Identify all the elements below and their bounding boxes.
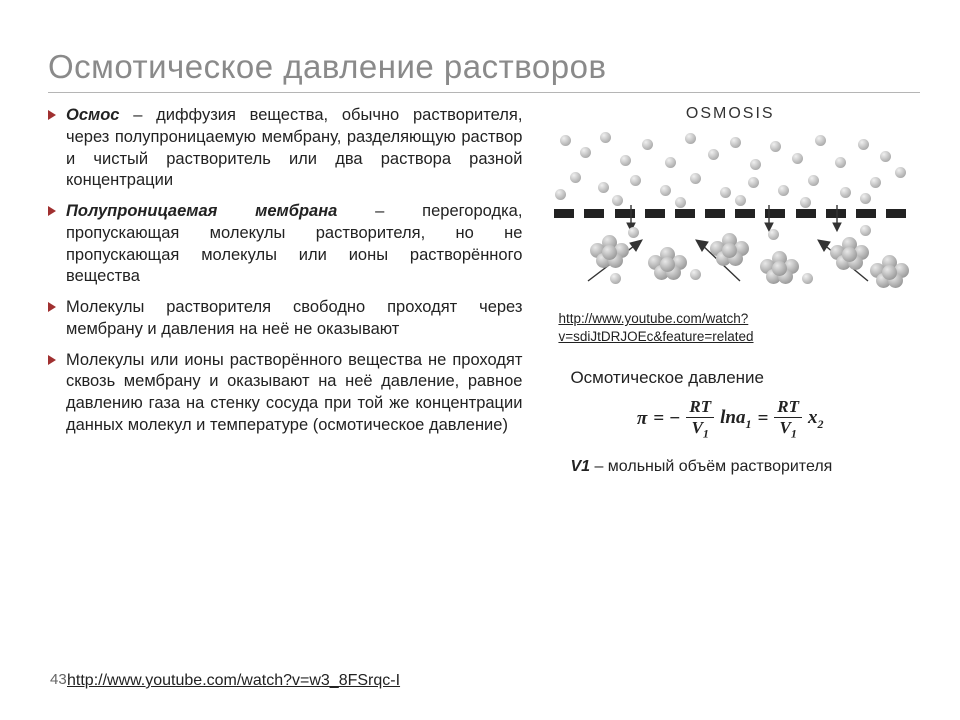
solute-cluster — [830, 237, 874, 275]
solvent-ball — [815, 135, 826, 146]
note-v1: V1 — [570, 458, 590, 475]
solvent-ball — [560, 135, 571, 146]
solvent-ball — [580, 147, 591, 158]
solvent-ball — [808, 175, 819, 186]
solvent-ball — [708, 149, 719, 160]
den-1: V1 — [689, 418, 712, 440]
solvent-ball — [880, 151, 891, 162]
solvent-ball — [720, 187, 731, 198]
term-1: Осмос — [66, 106, 119, 124]
membrane-segment — [856, 209, 876, 218]
solvent-ball — [895, 167, 906, 178]
membrane-segment — [796, 209, 816, 218]
solvent-ball — [685, 133, 696, 144]
sym-x: x2 — [808, 407, 824, 432]
solvent-ball — [600, 132, 611, 143]
bullet-1: Осмос – диффузия вещества, обычно раство… — [48, 105, 522, 192]
solvent-ball — [555, 189, 566, 200]
solute-cluster — [870, 255, 914, 293]
solvent-ball — [690, 173, 701, 184]
columns: Осмос – диффузия вещества, обычно раство… — [48, 105, 920, 476]
diagram-bottom — [550, 219, 910, 297]
bullet-3: Молекулы растворителя свободно проходят … — [48, 297, 522, 341]
bullet-2: Полупроницаемая мембрана – перегородка, … — [48, 201, 522, 288]
arrow-down-3 — [830, 205, 844, 233]
formula-note: V1 – мольный объём растворителя — [570, 458, 920, 476]
solvent-ball — [860, 225, 871, 236]
membrane-segment — [675, 209, 695, 218]
membrane-segment — [886, 209, 906, 218]
slide-title: Осмотическое давление растворов — [48, 48, 920, 93]
right-column: OSMOSIS http://www.youtube.com/watch?v=s… — [540, 105, 920, 476]
note-text: – мольный объём растворителя — [590, 458, 832, 475]
term-2: Полупроницаемая мембрана — [66, 202, 337, 220]
membrane-segment — [735, 209, 755, 218]
solvent-ball — [748, 177, 759, 188]
solvent-ball — [870, 177, 881, 188]
solvent-ball — [770, 141, 781, 152]
solvent-ball — [570, 172, 581, 183]
slide: Осмотическое давление растворов Осмос – … — [0, 0, 960, 496]
frac-2: RT V1 — [774, 398, 802, 440]
solvent-ball — [660, 185, 671, 196]
diagram-top — [550, 127, 910, 207]
solvent-ball — [858, 139, 869, 150]
frac-1: RT V1 — [686, 398, 714, 440]
sym-ln: lna1 — [720, 407, 751, 432]
solvent-ball — [598, 182, 609, 193]
sym-eq2: = — [757, 408, 768, 430]
solvent-ball — [665, 157, 676, 168]
solute-cluster — [648, 247, 692, 285]
solvent-ball — [778, 185, 789, 196]
text-4: Молекулы или ионы растворённого вещества… — [66, 351, 522, 434]
bullet-4: Молекулы или ионы растворённого вещества… — [48, 350, 522, 437]
membrane-segment — [645, 209, 665, 218]
sym-eq1: = − — [653, 408, 680, 430]
text-3: Молекулы растворителя свободно проходят … — [66, 298, 522, 338]
solvent-ball — [612, 195, 623, 206]
solvent-ball — [750, 159, 761, 170]
solvent-ball — [675, 197, 686, 208]
sym-pi: π — [637, 408, 647, 430]
solvent-ball — [835, 157, 846, 168]
solvent-ball — [730, 137, 741, 148]
solvent-ball — [792, 153, 803, 164]
membrane-segment — [584, 209, 604, 218]
solvent-ball — [620, 155, 631, 166]
solvent-ball — [642, 139, 653, 150]
page-number: 43 — [50, 671, 67, 688]
solute-cluster — [590, 235, 634, 273]
membrane-segment — [554, 209, 574, 218]
solvent-ball — [735, 195, 746, 206]
membrane — [550, 207, 910, 219]
osmosis-diagram — [550, 127, 910, 302]
solute-cluster — [710, 233, 754, 271]
youtube-link-2[interactable]: http://www.youtube.com/watch?v=w3_8FSrqc… — [67, 672, 400, 690]
membrane-segment — [705, 209, 725, 218]
solvent-ball — [768, 229, 779, 240]
solvent-ball — [840, 187, 851, 198]
solute-cluster — [760, 251, 804, 289]
num-1: RT — [686, 398, 714, 418]
solvent-ball — [630, 175, 641, 186]
formula: π = − RT V1 lna1 = RT V1 x2 — [540, 398, 920, 440]
text-1: – диффузия вещества, обычно растворителя… — [66, 106, 522, 189]
left-column: Осмос – диффузия вещества, обычно раство… — [48, 105, 522, 476]
youtube-link-1[interactable]: http://www.youtube.com/watch?v=sdiJtDRJO… — [558, 310, 920, 346]
formula-title: Осмотическое давление — [570, 368, 920, 388]
solvent-ball — [800, 197, 811, 208]
diagram-label: OSMOSIS — [540, 105, 920, 123]
solvent-ball — [860, 193, 871, 204]
den-2: V1 — [776, 418, 799, 440]
num-2: RT — [774, 398, 802, 418]
